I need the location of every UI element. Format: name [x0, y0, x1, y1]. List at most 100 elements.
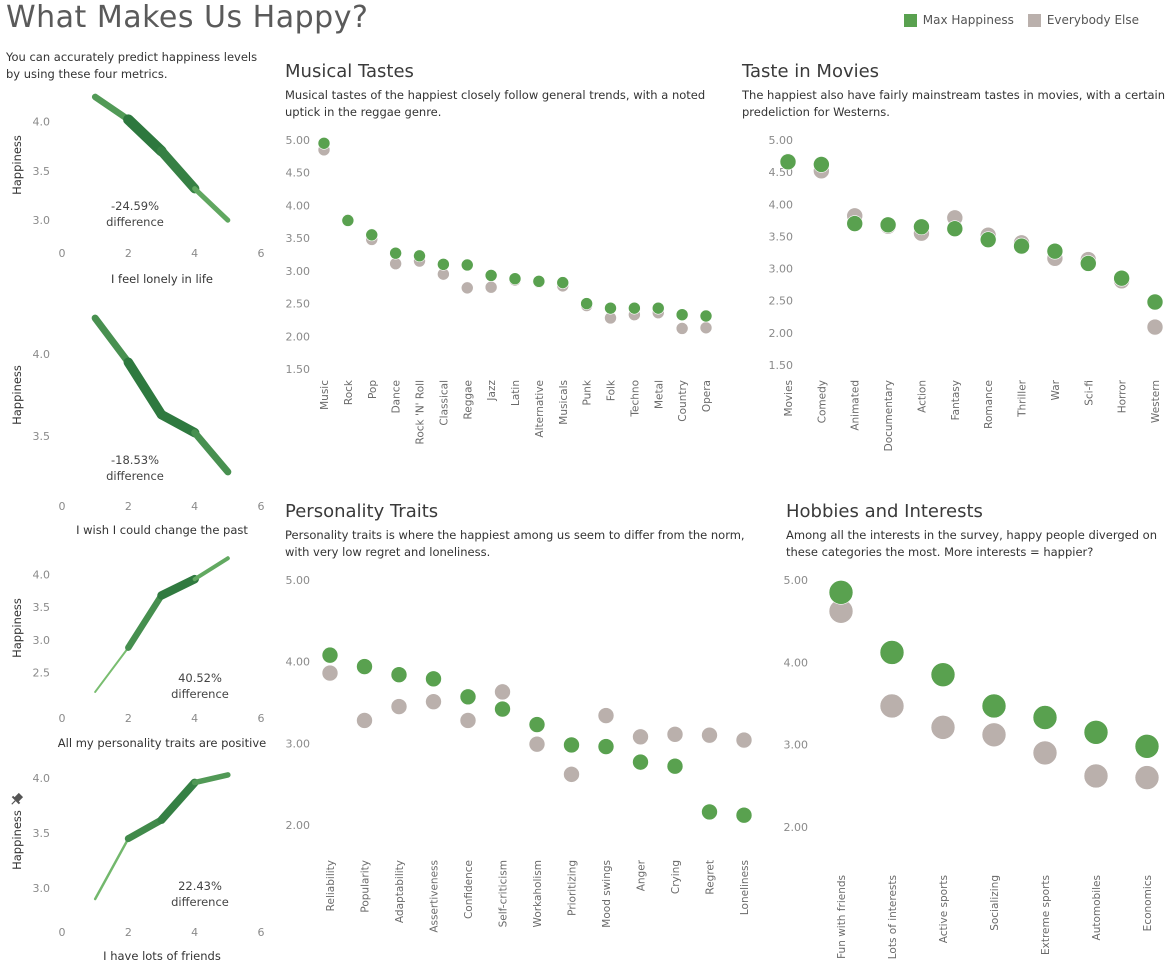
- line-segment: [123, 114, 167, 157]
- hobbies-panel-description: Among all the interests in the survey, h…: [786, 528, 1157, 559]
- y-tick-label: 3.0: [33, 214, 51, 227]
- point-max-happiness: [1134, 734, 1160, 759]
- y-tick-label: 2.50: [286, 298, 311, 311]
- point-everybody-else: [1146, 318, 1164, 336]
- category-label: Anger: [636, 859, 648, 891]
- point-max-happiness: [528, 716, 546, 733]
- x-tick-label: 4: [191, 500, 198, 513]
- category-label: Rock 'N' Roll: [415, 380, 427, 445]
- point-everybody-else: [390, 698, 408, 715]
- point-max-happiness: [425, 670, 442, 688]
- category-label: Documentary: [883, 380, 895, 451]
- point-max-happiness: [459, 688, 477, 706]
- category-label: Crying: [670, 860, 682, 894]
- line-segment: [157, 574, 199, 600]
- line-segment: [124, 816, 165, 843]
- y-tick-label: 3.00: [769, 263, 794, 276]
- point-max-happiness: [913, 218, 930, 236]
- category-label: Classical: [438, 380, 450, 426]
- point-everybody-else: [632, 728, 649, 746]
- category-label: Pop: [367, 380, 379, 399]
- legend-label: Everybody Else: [1046, 13, 1139, 27]
- category-label: Punk: [582, 379, 594, 405]
- point-max-happiness: [930, 662, 956, 687]
- point-max-happiness: [828, 580, 854, 605]
- line-segment: [156, 409, 200, 438]
- point-everybody-else: [1083, 763, 1109, 789]
- point-max-happiness: [341, 214, 355, 227]
- music-panel-title: Musical Tastes: [285, 61, 414, 82]
- y-tick-label: 2.00: [286, 330, 311, 343]
- x-tick-label: 6: [258, 926, 265, 939]
- y-tick-label: 2.00: [769, 327, 794, 340]
- line-chart-past: Happiness 3.5 4.0 0 2 4 6 I wish I could change…: [10, 314, 265, 537]
- y-axis-title: Happiness: [10, 365, 24, 425]
- y-tick-label: 4.00: [769, 198, 794, 211]
- legend-item-everybody-else[interactable]: Everybody Else: [1027, 13, 1139, 27]
- category-label: Automobiles: [1091, 875, 1103, 940]
- hobbies-panel-title: Hobbies and Interests: [786, 501, 983, 522]
- difference-value: -18.53%: [111, 453, 159, 467]
- y-tick-label: 5.00: [769, 134, 794, 147]
- point-max-happiness: [735, 806, 753, 824]
- point-max-happiness: [413, 249, 426, 263]
- scatter-chart-personality: 2.00 3.00 4.00 5.00 Reliability Popularity Ada…: [286, 574, 753, 933]
- category-label: Fun with friends: [836, 875, 848, 959]
- point-max-happiness: [1032, 705, 1058, 730]
- x-tick-label: 4: [191, 247, 198, 260]
- line-chart-friends: Happiness 3.0 3.5 4.0 0 2 4 6 I have lots of fri…: [10, 772, 265, 963]
- category-label: Lots of interests: [887, 875, 899, 959]
- category-label: Techno: [629, 380, 641, 418]
- point-max-happiness: [321, 646, 339, 664]
- y-tick-label: 3.5: [33, 601, 51, 614]
- y-tick-label: 3.5: [33, 430, 51, 443]
- difference-value: 40.52%: [178, 671, 222, 685]
- point-everybody-else: [1134, 765, 1160, 790]
- y-tick-label: 3.5: [33, 827, 51, 840]
- movies-panel-title: Taste in Movies: [742, 61, 880, 82]
- legend: Max Happiness Everybody Else: [903, 13, 1139, 27]
- point-max-happiness: [1079, 255, 1097, 272]
- x-tick-label: 2: [125, 926, 132, 939]
- point-max-happiness: [666, 757, 684, 775]
- difference-label: difference: [171, 687, 229, 701]
- line-segment: [125, 592, 165, 651]
- point-max-happiness: [604, 301, 617, 315]
- point-max-happiness: [879, 640, 905, 665]
- category-label: Latin: [510, 380, 522, 406]
- x-axis-title: I feel lonely in life: [111, 272, 213, 286]
- line-segment: [156, 146, 200, 194]
- line-segment: [91, 93, 132, 123]
- legend-label: Max Happiness: [922, 13, 1014, 27]
- point-max-happiness: [1046, 242, 1064, 260]
- point-max-happiness: [699, 309, 713, 323]
- y-tick-label: 3.00: [286, 265, 311, 278]
- line-segment: [94, 646, 130, 693]
- point-max-happiness: [494, 700, 511, 718]
- category-label: Sci-fi: [1083, 380, 1095, 406]
- difference-value: -24.59%: [111, 199, 159, 213]
- point-max-happiness: [356, 658, 373, 675]
- point-everybody-else: [484, 280, 498, 294]
- point-max-happiness: [628, 301, 641, 315]
- x-tick-label: 6: [258, 500, 265, 513]
- category-label: Prioritizing: [567, 860, 579, 916]
- line-segment: [157, 778, 199, 824]
- point-max-happiness: [508, 272, 522, 286]
- category-label: Popularity: [360, 860, 372, 913]
- point-max-happiness: [597, 738, 615, 755]
- category-label: Animated: [850, 380, 862, 431]
- point-everybody-else: [563, 766, 580, 783]
- point-max-happiness: [365, 228, 379, 242]
- y-tick-label: 2.5: [33, 666, 51, 679]
- line-chart-lonely: Happiness 3.0 3.5 4.0 0 2 4 6 I feel lonely in l…: [10, 93, 265, 286]
- legend-item-max-happiness[interactable]: Max Happiness: [903, 13, 1014, 27]
- x-tick-label: 6: [258, 712, 265, 725]
- personality-panel-title: Personality Traits: [285, 501, 439, 522]
- category-label: Confidence: [463, 860, 475, 919]
- x-tick-label: 0: [59, 247, 66, 260]
- category-label: Active sports: [938, 875, 950, 943]
- y-tick-label: 2.00: [286, 819, 311, 832]
- x-tick-label: 4: [191, 712, 198, 725]
- point-max-happiness: [460, 258, 474, 272]
